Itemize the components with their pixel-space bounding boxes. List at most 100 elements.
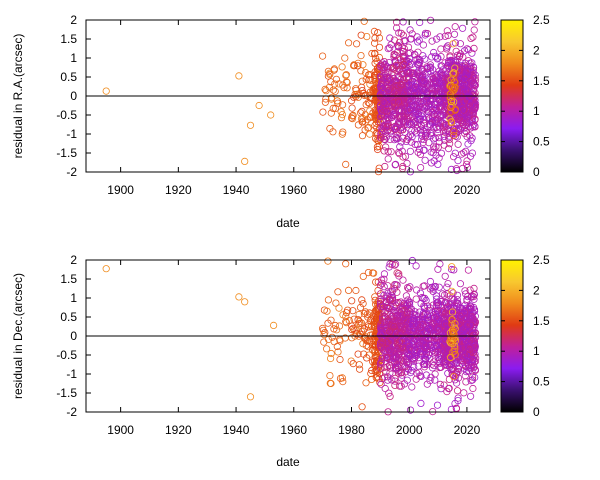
data-point bbox=[441, 126, 449, 134]
data-point bbox=[396, 118, 404, 126]
data-point bbox=[390, 93, 398, 101]
data-point bbox=[467, 34, 475, 43]
data-point bbox=[440, 141, 448, 149]
data-point bbox=[235, 72, 243, 80]
data-point bbox=[355, 361, 363, 369]
data-point bbox=[371, 34, 379, 42]
y-tick-label: 2 bbox=[70, 13, 77, 27]
x-tick-label: 1940 bbox=[223, 183, 250, 197]
data-point bbox=[370, 39, 379, 47]
colorbar-tick-label: 1.5 bbox=[533, 74, 550, 88]
data-point bbox=[387, 148, 395, 156]
data-point bbox=[357, 51, 365, 60]
data-point bbox=[469, 384, 477, 393]
y-tick-label: 0 bbox=[70, 89, 77, 103]
data-point bbox=[405, 86, 413, 94]
data-point bbox=[329, 104, 337, 113]
data-point bbox=[444, 279, 452, 288]
data-point bbox=[406, 59, 414, 67]
data-point bbox=[469, 33, 477, 41]
data-point bbox=[401, 128, 409, 136]
data-point bbox=[430, 358, 438, 366]
data-point bbox=[470, 44, 478, 53]
data-point bbox=[371, 49, 379, 57]
data-point bbox=[358, 87, 366, 95]
x-tick-label: 1960 bbox=[280, 423, 307, 437]
data-point bbox=[375, 43, 384, 51]
data-point bbox=[396, 143, 404, 151]
data-point bbox=[419, 77, 427, 86]
data-point bbox=[430, 145, 438, 153]
data-point bbox=[411, 140, 419, 148]
data-point bbox=[368, 49, 376, 58]
data-point bbox=[377, 83, 385, 91]
data-point bbox=[322, 87, 330, 95]
data-point bbox=[456, 40, 464, 48]
data-point bbox=[381, 162, 389, 171]
data-point bbox=[383, 107, 391, 116]
y-tick-label: 0 bbox=[70, 329, 77, 343]
data-point bbox=[447, 165, 455, 173]
data-point bbox=[452, 47, 460, 55]
data-point bbox=[397, 138, 405, 146]
data-point bbox=[431, 370, 439, 378]
data-point bbox=[426, 277, 434, 286]
data-point bbox=[444, 145, 453, 153]
data-point bbox=[241, 298, 249, 306]
ra-residual-panel: 1900 1920 1940 1960 1980 2000 2020-2-1.5-1-0.5… bbox=[11, 13, 550, 230]
data-point bbox=[471, 77, 480, 85]
data-point bbox=[415, 72, 423, 80]
data-point bbox=[471, 18, 479, 26]
data-point bbox=[377, 129, 385, 137]
data-point bbox=[449, 153, 458, 161]
data-point bbox=[375, 164, 383, 172]
data-point bbox=[441, 32, 449, 40]
data-point bbox=[384, 87, 392, 95]
data-point bbox=[420, 76, 428, 85]
data-point bbox=[408, 70, 416, 78]
data-point bbox=[362, 379, 370, 387]
data-point bbox=[376, 113, 385, 121]
data-point bbox=[423, 106, 431, 114]
data-point bbox=[461, 372, 469, 380]
data-point bbox=[384, 84, 392, 92]
data-point bbox=[318, 52, 327, 60]
data-point bbox=[344, 286, 353, 294]
data-point bbox=[372, 119, 380, 127]
data-point bbox=[354, 59, 362, 67]
data-point bbox=[414, 38, 422, 46]
data-point bbox=[423, 81, 432, 89]
colorbar-tick-label: 0.5 bbox=[533, 375, 550, 389]
data-point bbox=[394, 42, 402, 51]
data-point bbox=[411, 127, 419, 135]
data-point bbox=[428, 37, 436, 45]
x-tick-label: 1980 bbox=[338, 183, 365, 197]
data-point bbox=[408, 383, 416, 391]
data-point bbox=[321, 98, 329, 106]
x-tick-label: 2000 bbox=[396, 423, 423, 437]
data-point bbox=[402, 292, 410, 300]
data-point bbox=[411, 83, 420, 91]
data-point bbox=[443, 45, 451, 53]
data-point bbox=[352, 286, 360, 295]
scatter-points bbox=[102, 16, 480, 176]
data-point bbox=[421, 156, 429, 164]
data-point bbox=[334, 99, 342, 107]
y-axis-label: residual in R.A.(arcsec) bbox=[11, 34, 25, 159]
y-tick-label: -2 bbox=[66, 405, 77, 419]
colorbar-gradient bbox=[500, 259, 524, 413]
y-tick-label: -1.5 bbox=[56, 146, 77, 160]
data-point bbox=[415, 104, 423, 113]
data-point bbox=[366, 130, 374, 138]
y-tick-label: 2 bbox=[70, 253, 77, 267]
data-point bbox=[362, 101, 370, 109]
data-point bbox=[391, 161, 399, 169]
data-point bbox=[255, 101, 263, 110]
data-point bbox=[390, 98, 398, 107]
data-point bbox=[409, 119, 418, 127]
data-point bbox=[356, 109, 365, 117]
data-point bbox=[426, 122, 434, 130]
data-point bbox=[360, 17, 368, 25]
y-tick-label: 0.5 bbox=[60, 70, 77, 84]
data-point bbox=[463, 133, 471, 141]
